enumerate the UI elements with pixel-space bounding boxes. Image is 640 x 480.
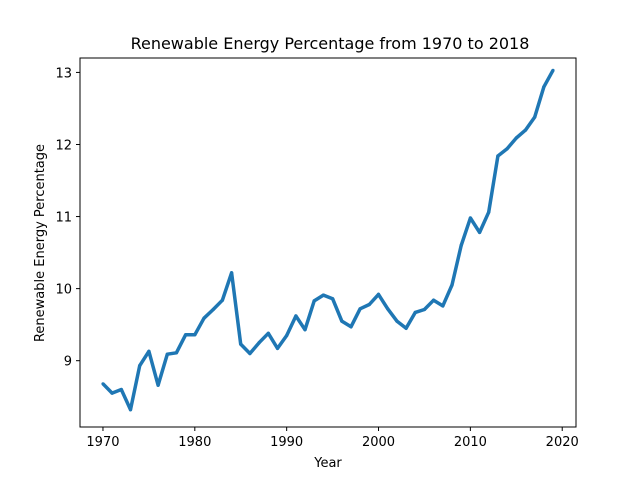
data-point [110, 391, 114, 395]
data-point [367, 302, 371, 307]
data-point [193, 333, 197, 337]
data-point [230, 271, 234, 275]
data-point [275, 346, 280, 350]
data-point [321, 293, 325, 297]
data-point [496, 154, 500, 158]
data-point [404, 326, 408, 330]
y-tick-label: 12 [55, 138, 72, 153]
data-point [422, 307, 426, 312]
data-point [340, 319, 344, 323]
data-point [202, 316, 206, 320]
data-point [294, 314, 298, 318]
data-point [358, 307, 362, 311]
data-point [551, 68, 555, 72]
data-point [413, 310, 417, 314]
series-line [101, 69, 555, 412]
x-tick-label: 2000 [362, 435, 395, 450]
x-axis: 1970 1980 1990 2000 2010 2020 [86, 427, 579, 450]
y-tick-label: 9 [64, 355, 72, 370]
data-point [220, 298, 224, 302]
data-point [156, 383, 160, 387]
data-point [266, 331, 270, 335]
data-point [514, 136, 518, 140]
x-tick-label: 1980 [178, 435, 211, 450]
data-point [349, 325, 353, 329]
data-point [432, 298, 436, 302]
data-point [441, 304, 445, 308]
plot-frame [79, 57, 577, 428]
data-point [165, 352, 169, 356]
data-point [147, 349, 151, 353]
data-point [395, 319, 399, 323]
x-tick-label: 1970 [86, 435, 119, 450]
data-point [450, 283, 454, 287]
data-point [542, 85, 546, 89]
data-point [138, 364, 142, 368]
x-tick-label: 2010 [454, 435, 487, 450]
data-point [331, 297, 335, 301]
y-tick-label: 11 [55, 211, 72, 226]
x-tick-label: 1990 [270, 435, 303, 450]
y-axis-label: Renewable Energy Percentage [33, 144, 48, 342]
data-point [386, 307, 390, 311]
data-point [119, 387, 123, 392]
data-point [174, 351, 178, 355]
data-point [459, 243, 463, 247]
data-point [128, 408, 133, 412]
data-point [184, 333, 188, 337]
chart-title: Renewable Energy Percentage from 1970 to… [131, 34, 530, 53]
data-point [505, 147, 509, 151]
data-point [303, 328, 307, 332]
y-tick-label: 13 [55, 66, 72, 81]
data-point [478, 230, 482, 234]
y-axis: 9 10 11 12 13 [55, 66, 80, 370]
data-point [312, 299, 316, 303]
data-point [257, 341, 261, 345]
data-point [468, 216, 472, 220]
data-point [487, 210, 491, 214]
x-tick-label: 2020 [546, 435, 579, 450]
plot-area [79, 57, 577, 428]
data-point [101, 382, 105, 386]
y-tick-label: 10 [55, 283, 72, 298]
data-point [285, 333, 289, 338]
data-point [248, 351, 252, 356]
data-point [211, 307, 215, 312]
data-point [533, 115, 537, 119]
data-point [376, 292, 381, 296]
data-point [239, 342, 243, 346]
data-point [523, 128, 528, 132]
x-axis-label: Year [313, 456, 342, 471]
